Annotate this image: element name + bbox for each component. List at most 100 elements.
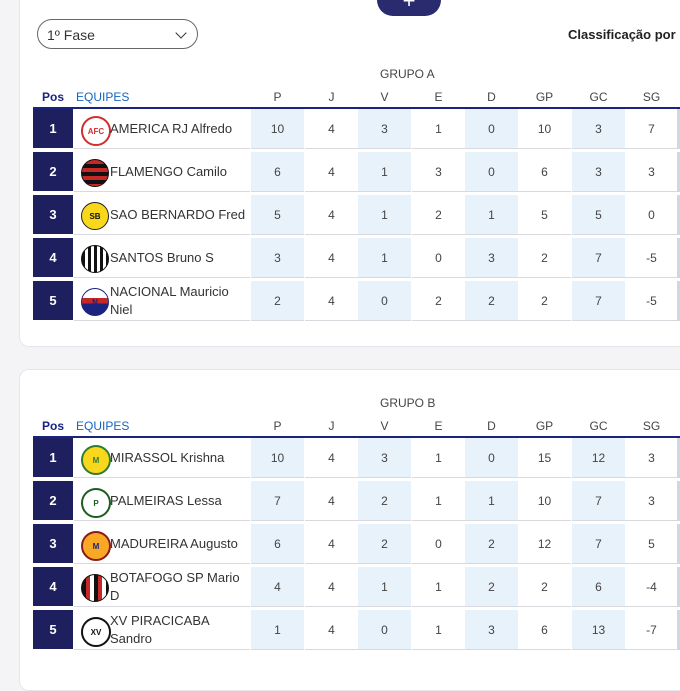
team-name: SAO BERNARDO Fred (110, 207, 246, 222)
stat-sg: 3 (625, 438, 678, 478)
stat-d: 2 (465, 281, 518, 321)
stat-d: 0 (465, 109, 518, 149)
stat-v: 0 (358, 610, 411, 650)
add-button[interactable]: + (377, 0, 441, 16)
team-cell[interactable]: FLAMENGO Camilo (74, 152, 250, 192)
header-pos: Pos (41, 419, 64, 433)
stat-gp: 6 (518, 152, 571, 192)
row-edge (677, 481, 680, 521)
position-badge: 2 (33, 152, 73, 191)
stat-gc: 12 (572, 438, 625, 478)
xv-piracicaba-crest-icon: XV (81, 617, 111, 647)
table-row[interactable]: 5 XV XV PIRACICABA Sandro 1 4 0 1 3 6 13 -7 (33, 610, 680, 650)
stat-j: 4 (305, 281, 358, 321)
table-row[interactable]: 3 SB SAO BERNARDO Fred 5 4 1 2 1 5 5 0 (33, 195, 680, 235)
row-edge (677, 152, 680, 192)
row-edge (677, 438, 680, 478)
team-cell[interactable]: N NACIONAL Mauricio Niel (74, 281, 250, 321)
stat-gc: 3 (572, 109, 625, 149)
team-name: PALMEIRAS Lessa (110, 493, 222, 508)
table-header: Pos EQUIPES P J V E D GP GC SG (33, 419, 680, 437)
stat-v: 3 (358, 438, 411, 478)
team-cell[interactable]: XV XV PIRACICABA Sandro (74, 610, 250, 650)
table-row[interactable]: 2 FLAMENGO Camilo 6 4 1 3 0 6 3 3 (33, 152, 680, 192)
team-name: XV PIRACICABA Sandro (110, 613, 209, 646)
header-e: E (434, 90, 443, 104)
stat-gc: 5 (572, 195, 625, 235)
stat-gc: 3 (572, 152, 625, 192)
stat-sg: 7 (625, 109, 678, 149)
stat-v: 3 (358, 109, 411, 149)
header-team: EQUIPES (76, 90, 130, 104)
team-cell[interactable]: P PALMEIRAS Lessa (74, 481, 250, 521)
stat-p: 1 (251, 610, 304, 650)
stat-p: 7 (251, 481, 304, 521)
position-badge: 3 (33, 195, 73, 234)
team-cell[interactable]: SANTOS Bruno S (74, 238, 250, 278)
table-row[interactable]: 2 P PALMEIRAS Lessa 7 4 2 1 1 10 7 3 (33, 481, 680, 521)
team-cell[interactable]: M MADUREIRA Augusto (74, 524, 250, 564)
stat-e: 2 (412, 195, 465, 235)
header-team: EQUIPES (76, 419, 130, 433)
team-cell[interactable]: BOTAFOGO SP Mario D (74, 567, 250, 607)
chevron-down-icon (175, 27, 187, 39)
table-row[interactable]: 1 AFC AMERICA RJ Alfredo 10 4 3 1 0 10 3 7 (33, 109, 680, 149)
position-badge: 5 (33, 281, 73, 320)
stat-gp: 2 (518, 238, 571, 278)
header-gp: GP (535, 419, 554, 433)
stat-j: 4 (305, 238, 358, 278)
header-p: P (273, 90, 282, 104)
header-j: J (328, 90, 335, 104)
stat-j: 4 (305, 109, 358, 149)
stat-gp: 10 (518, 481, 571, 521)
stat-v: 1 (358, 152, 411, 192)
stat-sg: -5 (625, 281, 678, 321)
header-sg: SG (642, 90, 661, 104)
row-edge (677, 610, 680, 650)
team-cell[interactable]: SB SAO BERNARDO Fred (74, 195, 250, 235)
sao-bernardo-crest-icon: SB (81, 202, 109, 230)
stat-e: 1 (412, 438, 465, 478)
header-p: P (273, 419, 282, 433)
madureira-crest-icon: M (81, 531, 111, 561)
team-name: AMERICA RJ Alfredo (110, 121, 233, 136)
team-cell[interactable]: AFC AMERICA RJ Alfredo (74, 109, 250, 149)
stat-e: 2 (412, 281, 465, 321)
header-sg: SG (642, 419, 661, 433)
group-title: GRUPO B (380, 396, 436, 410)
stat-j: 4 (305, 195, 358, 235)
stat-p: 6 (251, 524, 304, 564)
stat-gp: 2 (518, 281, 571, 321)
stat-gc: 7 (572, 524, 625, 564)
table-row[interactable]: 3 M MADUREIRA Augusto 6 4 2 0 2 12 7 5 (33, 524, 680, 564)
stat-v: 2 (358, 481, 411, 521)
group-a-card (19, 0, 680, 347)
stat-p: 10 (251, 438, 304, 478)
table-row[interactable]: 1 M MIRASSOL Krishna 10 4 3 1 0 15 12 3 (33, 438, 680, 478)
phase-select[interactable]: 1º Fase (37, 19, 198, 49)
table-row[interactable]: 4 BOTAFOGO SP Mario D 4 4 1 1 2 2 6 -4 (33, 567, 680, 607)
stat-e: 3 (412, 152, 465, 192)
stat-p: 5 (251, 195, 304, 235)
row-edge (677, 567, 680, 607)
header-v: V (380, 90, 389, 104)
stat-gp: 12 (518, 524, 571, 564)
row-edge (677, 281, 680, 321)
santos-crest-icon (81, 245, 109, 273)
header-v: V (380, 419, 389, 433)
table-row[interactable]: 5 N NACIONAL Mauricio Niel 2 4 0 2 2 2 7 -5 (33, 281, 680, 321)
stat-p: 10 (251, 109, 304, 149)
header-d: D (487, 90, 496, 104)
position-badge: 3 (33, 524, 73, 563)
table-row[interactable]: 4 SANTOS Bruno S 3 4 1 0 3 2 7 -5 (33, 238, 680, 278)
group-title: GRUPO A (380, 67, 435, 81)
stat-j: 4 (305, 524, 358, 564)
header-d: D (487, 419, 496, 433)
team-cell[interactable]: M MIRASSOL Krishna (74, 438, 250, 478)
stat-j: 4 (305, 567, 358, 607)
position-badge: 4 (33, 238, 73, 277)
team-name: MIRASSOL Krishna (110, 450, 225, 465)
stat-d: 1 (465, 481, 518, 521)
stat-v: 1 (358, 238, 411, 278)
stat-d: 0 (465, 152, 518, 192)
